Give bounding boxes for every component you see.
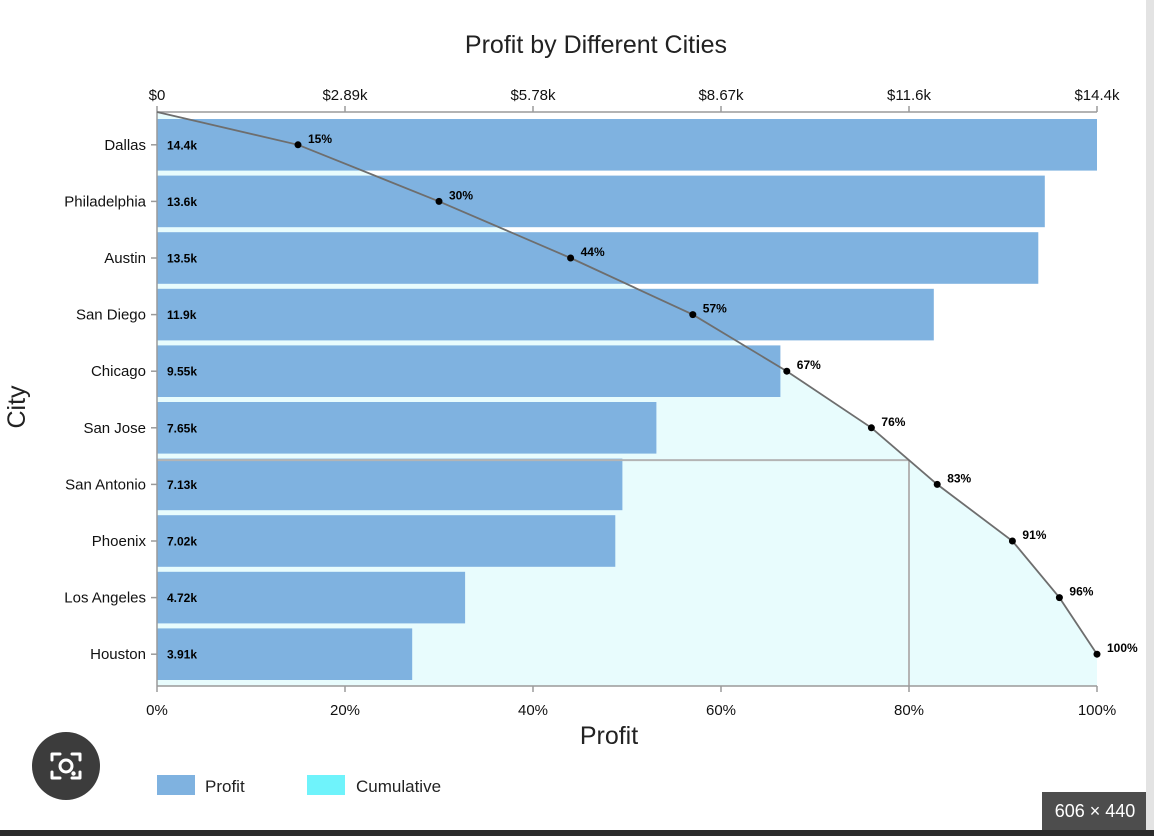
cumulative-point [567, 254, 575, 262]
page-edge-right [1146, 0, 1154, 836]
legend: Profit Cumulative [157, 775, 441, 796]
bar-data-label: 14.4k [167, 138, 197, 152]
bar-chicago [157, 345, 781, 397]
cumulative-data-label: 15% [308, 132, 332, 146]
category-label: Austin [104, 250, 146, 267]
page-edge-bottom [0, 830, 1154, 836]
category-label: Philadelphia [64, 193, 146, 210]
bottom-tick-label: 40% [518, 702, 548, 719]
top-tick-label: $5.78k [510, 87, 556, 104]
cumulative-data-label: 91% [1022, 528, 1046, 542]
legend-swatch-cumulative [307, 775, 345, 795]
cumulative-data-label: 30% [449, 188, 473, 202]
cumulative-point [1093, 650, 1101, 658]
cumulative-point [867, 424, 875, 432]
cumulative-point [435, 197, 443, 205]
bottom-tick-label: 100% [1078, 702, 1116, 719]
cumulative-data-label: 83% [947, 471, 971, 485]
cumulative-point [933, 480, 941, 488]
bar-dallas [157, 119, 1097, 171]
bar-data-label: 11.9k [167, 308, 197, 322]
bar-phoenix [157, 515, 616, 567]
bottom-tick-label: 60% [706, 702, 736, 719]
bar-data-label: 4.72k [167, 591, 197, 605]
y-axis-title: City [3, 385, 31, 429]
cumulative-data-label: 96% [1069, 585, 1093, 599]
legend-label-cumulative: Cumulative [356, 777, 441, 796]
category-label: San Jose [83, 420, 146, 437]
reference-lines [157, 459, 910, 686]
image-size-badge: 606 × 440 [1042, 792, 1148, 830]
bottom-tick-label: 80% [894, 702, 924, 719]
x-axis-title: Profit [580, 722, 638, 750]
bar-data-label: 7.02k [167, 535, 197, 549]
cumulative-line-layer [156, 111, 1101, 658]
category-label: San Diego [76, 307, 146, 324]
camera-search-icon [50, 752, 82, 780]
bar-data-label: 7.65k [167, 421, 197, 435]
bar-data-label: 13.6k [167, 195, 197, 209]
cumulative-point [689, 311, 697, 319]
cumulative-data-label: 57% [703, 302, 727, 316]
cumulative-point [1055, 594, 1063, 602]
top-tick-label: $0 [149, 87, 166, 104]
top-tick-label: $2.89k [322, 87, 368, 104]
cumulative-data-label: 76% [881, 415, 905, 429]
cumulative-data-label: 44% [581, 245, 605, 259]
category-label: San Antonio [65, 476, 146, 493]
chart-title: Profit by Different Cities [465, 31, 727, 59]
top-tick-label: $14.4k [1074, 87, 1120, 104]
visual-search-button[interactable] [32, 732, 100, 800]
category-label: Dallas [104, 137, 146, 154]
bars-layer [157, 119, 1097, 680]
bottom-tick-label: 20% [330, 702, 360, 719]
bar-data-label: 7.13k [167, 478, 197, 492]
bar-los-angeles [157, 571, 466, 624]
bar-san-antonio [157, 458, 623, 511]
top-tick-label: $8.67k [698, 87, 744, 104]
top-tick-label: $11.6k [887, 87, 931, 104]
bar-houston [157, 628, 413, 680]
cumulative-data-label: 100% [1107, 641, 1138, 655]
bar-data-label: 13.5k [167, 252, 197, 266]
legend-label-profit: Profit [205, 777, 245, 796]
category-label: Houston [90, 646, 146, 663]
bar-san-diego [157, 288, 934, 341]
cumulative-point [783, 367, 791, 375]
bottom-tick-label: 0% [146, 702, 168, 719]
bar-data-label: 3.91k [167, 648, 197, 662]
cumulative-data-label: 67% [797, 358, 821, 372]
cumulative-point [1008, 537, 1016, 545]
category-label: Chicago [91, 363, 146, 380]
axes-layer: $0 $2.89k $5.78k $8.67k $11.6k $14.4k 0% 20% 40%… [64, 87, 1120, 719]
bar-austin [157, 232, 1039, 284]
cumulative-point [294, 141, 302, 149]
labels-layer: 15% 30% 44% 57% 67% 76% 83% 91% 96% 100% 14.4k 13.6… [167, 132, 1138, 662]
category-label: Phoenix [92, 533, 147, 550]
legend-swatch-profit [157, 775, 195, 795]
bar-san-jose [157, 402, 657, 454]
bar-data-label: 9.55k [167, 365, 197, 379]
category-label: Los Angeles [64, 590, 146, 607]
bar-philadelphia [157, 175, 1045, 228]
